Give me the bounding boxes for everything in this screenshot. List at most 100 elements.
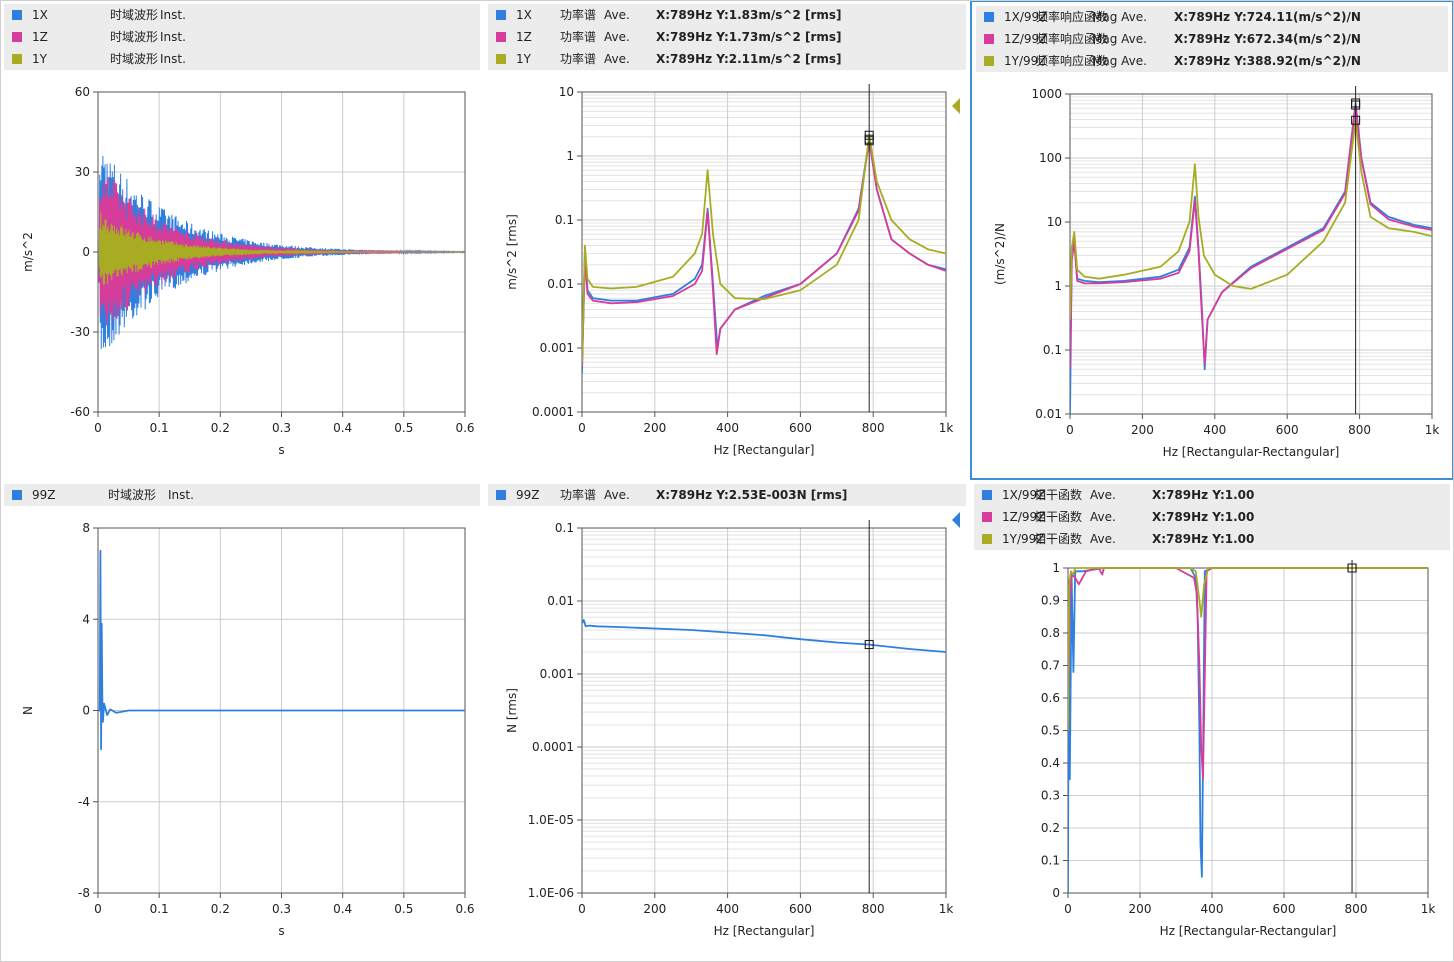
x-tick-label: 600 [1276,423,1299,437]
plot-area[interactable]: 0 200 400 600 800 1k 1000 100 10 1 0.1 0.01 Hz [Rect… [972,2,1454,482]
y-axis-label: N [21,706,35,715]
plot-area[interactable]: 0 200 400 600 800 1k 10 1 0.1 0.01 0.001 0.0001 Hz [… [484,0,970,480]
y-tick-label: 8 [82,521,90,535]
legend-row[interactable]: 1Z/99Z 相干函数 Ave. X:789Hz Y:1.00 [974,506,1450,528]
legend-statistic: Ave. [604,8,630,22]
legend-value: X:789Hz Y:1.00 [1152,532,1255,546]
x-tick-label: 800 [1345,902,1368,916]
legend-row[interactable]: 1Y 时域波形 Inst. [4,48,480,70]
plot-frame [581,91,947,413]
legend-row[interactable]: 99Z 时域波形 Inst. [4,484,480,506]
legend: 1X 时域波形 Inst. 1Z 时域波形 Inst. 1Y 时域波形 Inst. [4,4,480,70]
plot-area[interactable]: 0 0.1 0.2 0.3 0.4 0.5 0.6 8 4 0 -4 -8 s N [0,480,484,962]
legend-channel: 1X [32,8,48,22]
series-group [1070,102,1432,415]
legend-row[interactable]: 99Z 功率谱 Ave. X:789Hz Y:2.53E-003N [rms] [488,484,966,506]
x-axis-label: Hz [Rectangular-Rectangular] [1163,445,1340,459]
legend-statistic: Ave. [604,52,630,66]
legend: 1X/99Z 相干函数 Ave. X:789Hz Y:1.00 1Z/99Z 相干函数 Av… [974,484,1450,550]
legend-channel: 1Z [32,30,48,44]
x-tick-label: 0.1 [150,902,169,916]
y-tick-label: 1.0E-05 [528,813,574,827]
legend-channel: 1Z/99Z [1002,510,1046,524]
legend-channel: 1Y/99Z [1002,532,1045,546]
legend-statistic: Ave. [604,30,630,44]
plot-area[interactable]: 0 0.1 0.2 0.3 0.4 0.5 0.6 60 30 0 -30 -60 s m/s^2 [0,0,484,480]
cursor-marker [1351,100,1361,110]
y-tick-label: 0.01 [1035,407,1062,421]
grid [1069,93,1433,415]
y-tick-label: 30 [75,165,90,179]
legend-swatch [12,490,22,500]
plot-area[interactable]: 0 200 400 600 800 1k 1 0.9 0.8 0.7 0.6 0.5 0.4 0.3 0.2… [970,480,1454,962]
legend-row[interactable]: 1Z 功率谱 Ave. X:789Hz Y:1.73m/s^2 [rms] [488,26,966,48]
y-tick-label: 0.001 [540,341,574,355]
legend-row[interactable]: 1X/99Z 频率响应函数 Mag Ave. X:789Hz Y:724.11(m/s… [976,6,1448,28]
legend-swatch [496,490,506,500]
legend-channel: 1X [516,8,532,22]
series-line-1X [582,138,946,374]
legend-row[interactable]: 1X 时域波形 Inst. [4,4,480,26]
marker-arrow-icon [952,98,960,114]
y-tick-label: 0.0001 [532,740,574,754]
legend-function: 功率谱 [560,52,597,66]
y-tick-label: 0 [82,704,90,718]
legend-value: X:789Hz Y:672.34(m/s^2)/N [1174,32,1361,46]
legend-function: 功率谱 [560,8,597,22]
x-axis-label: Hz [Rectangular] [714,924,815,938]
series-line-1Z [582,139,946,368]
x-tick-label: 0.4 [333,902,352,916]
legend-swatch [982,512,992,522]
legend-swatch [982,490,992,500]
legend-value: X:789Hz Y:388.92(m/s^2)/N [1174,54,1361,68]
legend-statistic: Mag Ave. [1092,54,1147,68]
y-tick-label: -60 [70,405,90,419]
cursor-marker [864,130,874,140]
y-tick-label: 1 [1054,279,1062,293]
cursor-marker [864,640,874,650]
x-tick-label: 600 [789,902,812,916]
plot-area[interactable]: 0 200 400 600 800 1k 0.1 0.01 0.001 0.0001 1.0E-05… [484,480,970,962]
legend-row[interactable]: 1Y/99Z 频率响应函数 Mag Ave. X:789Hz Y:388.92(m/s… [976,50,1448,72]
legend-channel: 1Z/99Z [1004,32,1048,46]
x-tick-label: 800 [1348,423,1371,437]
series-line-1Y/99Z [1068,567,1428,731]
y-tick-label: -30 [70,325,90,339]
legend-value: X:789Hz Y:2.11m/s^2 [rms] [656,52,842,66]
legend-swatch [12,10,22,20]
legend-statistic: Ave. [1090,510,1116,524]
legend-row[interactable]: 1Z 时域波形 Inst. [4,26,480,48]
chart-panel-force-time[interactable]: 99Z 时域波形 Inst. 0 0.1 0.2 0.3 0.4 0.5 0.6 8 4 0 -4 -8 s… [0,480,484,962]
chart-panel-coherence[interactable]: 1X/99Z 相干函数 Ave. X:789Hz Y:1.00 1Z/99Z 相干函数 Av… [970,480,1454,962]
legend-channel: 99Z [516,488,540,502]
legend-row[interactable]: 1Y 功率谱 Ave. X:789Hz Y:2.11m/s^2 [rms] [488,48,966,70]
legend-statistic: Ave. [604,488,630,502]
legend-row[interactable]: 1Y/99Z 相干函数 Ave. X:789Hz Y:1.00 [974,528,1450,550]
legend-row[interactable]: 1X 功率谱 Ave. X:789Hz Y:1.83m/s^2 [rms] [488,4,966,26]
legend-statistic: Mag Ave. [1092,32,1147,46]
x-tick-label: 600 [789,421,812,435]
chart-panel-force-spectrum[interactable]: 99Z 功率谱 Ave. X:789Hz Y:2.53E-003N [rms] 0 20… [484,480,970,962]
legend-function: 相干函数 [1034,510,1083,524]
cursor-marker [1351,115,1361,125]
legend-statistic: Ave. [1090,532,1116,546]
y-axis-label: N [rms] [505,688,519,733]
y-tick-label: 0.4 [1041,756,1060,770]
y-tick-label: 0.1 [1043,343,1062,357]
y-tick-label: 60 [75,85,90,99]
legend-row[interactable]: 1Z/99Z 频率响应函数 Mag Ave. X:789Hz Y:672.34(m/s… [976,28,1448,50]
legend-row[interactable]: 1X/99Z 相干函数 Ave. X:789Hz Y:1.00 [974,484,1450,506]
y-axis-label: m/s^2 [rms] [505,214,519,290]
chart-panel-1x-time[interactable]: 1X 时域波形 Inst. 1Z 时域波形 Inst. 1Y 时域波形 Inst. 0 0.1 0.… [0,0,484,480]
y-tick-label: 0.2 [1041,821,1060,835]
y-tick-label: 0.1 [1041,854,1060,868]
y-tick-label: 1000 [1031,87,1062,101]
legend: 99Z 时域波形 Inst. [4,484,480,506]
legend-value: X:789Hz Y:1.00 [1152,510,1255,524]
legend-swatch [984,12,994,22]
x-tick-label: 1k [1425,423,1440,437]
chart-panel-frf[interactable]: 1X/99Z 频率响应函数 Mag Ave. X:789Hz Y:724.11(m/s… [970,0,1454,480]
x-tick-label: 0.6 [455,902,474,916]
legend-channel: 1X/99Z [1004,10,1048,24]
chart-panel-power-spectrum[interactable]: 1X 功率谱 Ave. X:789Hz Y:1.83m/s^2 [rms] 1Z 功率谱 A… [484,0,970,480]
